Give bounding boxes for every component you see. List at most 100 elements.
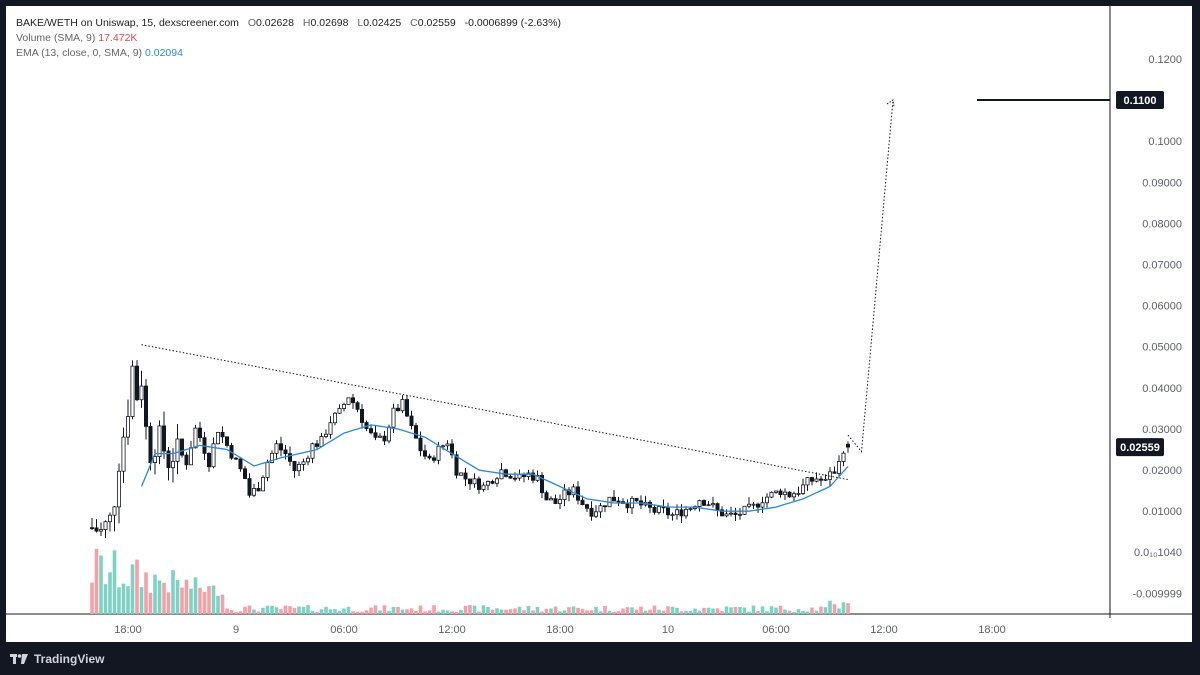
- volume-bar: [355, 611, 360, 614]
- candle-body: [139, 385, 144, 401]
- y-tick-label: 0.05000: [1142, 342, 1182, 354]
- x-tick-label: 12:00: [870, 624, 898, 636]
- candle-body: [814, 478, 819, 482]
- candle-body: [440, 445, 445, 448]
- volume-bar: [333, 609, 337, 614]
- candle-body: [751, 503, 756, 506]
- volume-bar: [108, 572, 112, 614]
- x-tick-label: 12:00: [438, 624, 466, 636]
- volume-bar: [724, 606, 729, 614]
- volume-bar: [639, 606, 643, 614]
- volume-bar: [364, 610, 369, 614]
- volume-bar: [94, 549, 99, 614]
- volume-bar: [328, 609, 333, 614]
- volume-bar: [720, 611, 724, 614]
- volume-bar: [666, 606, 670, 614]
- legend-symbol: BAKE/WETH on Uniswap, 15, dexscreener.co…: [16, 17, 239, 29]
- candle-body: [413, 425, 418, 439]
- volume-bar: [544, 608, 549, 614]
- candle-body: [652, 506, 657, 513]
- volume-bar: [256, 611, 261, 614]
- legend-open: 0.02628: [256, 17, 294, 29]
- candle-body: [121, 436, 126, 472]
- x-tick-label: 06:00: [330, 624, 358, 636]
- volume-bar: [702, 607, 706, 614]
- volume-bar: [495, 608, 499, 614]
- candle-body: [431, 457, 436, 461]
- candle-body: [585, 504, 590, 509]
- volume-bar: [337, 610, 342, 614]
- y-tick-label: 0.1000: [1148, 136, 1182, 148]
- volume-bar: [270, 605, 274, 614]
- candle-body: [580, 499, 585, 505]
- y-tick-label: 0.04000: [1142, 383, 1182, 395]
- volume-bar: [126, 586, 130, 614]
- volume-bar: [517, 606, 522, 614]
- candle-body: [265, 462, 270, 478]
- legend-ema-line[interactable]: EMA (13, close, 0, SMA, 9) 0.02094: [16, 46, 567, 61]
- candle-body: [152, 456, 157, 464]
- volume-bar: [139, 587, 144, 614]
- volume-bar: [684, 610, 688, 614]
- volume-bar: [549, 608, 553, 614]
- volume-bar: [180, 587, 184, 614]
- candle-body: [616, 500, 621, 503]
- volume-bar: [144, 572, 148, 614]
- footer-bar: TradingView: [0, 642, 1200, 675]
- volume-bar: [99, 555, 103, 614]
- candle-body: [733, 512, 738, 515]
- tradingview-logo[interactable]: TradingView: [10, 652, 104, 666]
- volume-bar: [616, 611, 621, 614]
- volume-bar: [652, 605, 657, 614]
- volume-bar: [760, 606, 765, 614]
- volume-bar: [612, 611, 616, 614]
- candle-body: [819, 478, 824, 481]
- candle-body: [724, 513, 729, 517]
- volume-bar: [423, 611, 427, 614]
- candle-body: [117, 470, 122, 508]
- candle-body: [436, 445, 441, 461]
- volume-bar: [207, 586, 211, 614]
- resistance-trendline: [141, 344, 849, 481]
- candle-body: [319, 436, 324, 447]
- candle-body: [657, 506, 662, 513]
- volume-bar: [765, 611, 769, 614]
- volume-bar: [477, 611, 481, 614]
- volume-bar: [288, 606, 292, 614]
- volume-bar: [679, 611, 684, 614]
- volume-bar: [432, 605, 436, 614]
- price-chart[interactable]: 0.1200 0.1000 0.09000 0.08000 0.07000 0.06000…: [6, 6, 1192, 642]
- volume-bar: [234, 611, 238, 614]
- candle-body: [287, 453, 292, 462]
- volume-bar: [490, 609, 495, 614]
- candle-body: [571, 486, 576, 496]
- volume-bar: [837, 608, 841, 614]
- volume-bar: [571, 606, 576, 614]
- candle-body: [485, 481, 490, 486]
- candle-body: [697, 500, 702, 507]
- volume-bar: [243, 606, 247, 614]
- candle-body: [422, 450, 427, 457]
- candle-body: [94, 527, 99, 532]
- legend-ohlc-line: BAKE/WETH on Uniswap, 15, dexscreener.co…: [16, 16, 567, 31]
- candle-body: [328, 422, 333, 435]
- volume-bar: [310, 610, 315, 614]
- candle-body: [675, 509, 680, 516]
- volume-bar: [387, 610, 391, 614]
- volume-bar: [562, 610, 567, 614]
- candle-body: [576, 486, 581, 501]
- candle-body: [337, 408, 342, 414]
- volume-bar: [166, 592, 171, 614]
- legend-volume-line[interactable]: Volume (SMA, 9) 17.472K: [16, 31, 567, 46]
- volume-bar: [787, 610, 792, 614]
- volume-bar: [373, 605, 378, 614]
- volume-bar: [634, 609, 639, 614]
- candle-body: [157, 425, 162, 457]
- candle-body: [603, 505, 608, 508]
- projection-path: [847, 99, 894, 453]
- candle-body: [494, 478, 499, 484]
- candle-body: [544, 492, 549, 501]
- volume-bar: [405, 609, 409, 614]
- volume-bar: [400, 609, 405, 614]
- volume-bar: [693, 608, 697, 614]
